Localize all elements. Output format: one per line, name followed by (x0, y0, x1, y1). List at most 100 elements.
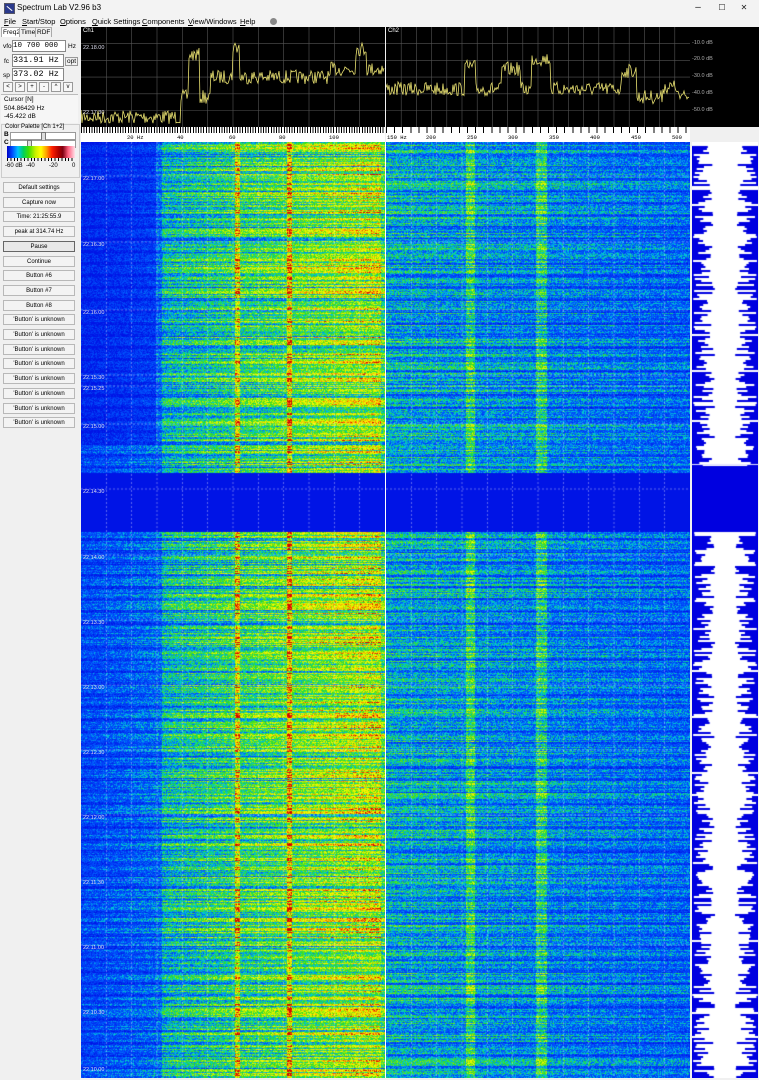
spectrum-trace (386, 54, 690, 105)
ch1-waterfall[interactable]: 22.18.00 22.17.30 22.17.00 22.16.30 22.16.00… (81, 45, 385, 1078)
unknown-button[interactable]: 'Button' is unknown (3, 373, 75, 385)
close-button[interactable]: ✕ (740, 3, 748, 12)
record-indicator-icon (270, 18, 277, 25)
timestamp-label: 22.16.30 (83, 242, 105, 248)
db-label-40: -40.0 dB (692, 90, 713, 96)
cursor-level: -45.422 dB (4, 113, 36, 120)
ch2-spectrum-display[interactable]: Ch2 -10.0 dB -20.0 dB -30.0 dB -40.0 dB … (386, 27, 759, 127)
menu-file[interactable]: File (4, 17, 17, 26)
unknown-button[interactable]: 'Button' is unknown (3, 387, 75, 399)
nav-left-button[interactable]: < (3, 82, 13, 92)
time-domain-scope[interactable] (692, 142, 758, 1078)
unknown-button[interactable]: 'Button' is unknown (3, 314, 75, 326)
menu-help[interactable]: Help (240, 17, 256, 26)
unknown-button[interactable]: 'Button' is unknown (3, 329, 75, 340)
menu-quick-settings[interactable]: Quick Settings (92, 17, 141, 26)
timestamp-label: 22.16.00 (83, 310, 105, 316)
button-7[interactable]: Button #7 (3, 284, 75, 296)
timestamp-label: 22.15.25 (83, 386, 105, 392)
spectrum-trace (81, 41, 385, 125)
color-scale-bar (7, 146, 75, 158)
ch2-tick-500: 500 (672, 134, 682, 141)
opt-button[interactable]: opt (65, 57, 79, 66)
tab-rdf[interactable]: RDF (35, 27, 53, 37)
brightness-slider[interactable] (10, 132, 76, 141)
nav-right-button[interactable]: > (15, 82, 25, 92)
maximize-button[interactable]: ☐ (718, 3, 726, 12)
button-6[interactable]: Button #6 (3, 270, 75, 282)
channel-divider (385, 142, 386, 1078)
scale-label-40: -40 (26, 163, 35, 169)
continue-button[interactable]: Continue (3, 255, 75, 267)
ch2-tick-150: 150 Hz (387, 134, 407, 141)
cursor-frequency: 504.86429 Hz (4, 105, 45, 112)
ch1-spectrum-plot (81, 27, 385, 127)
timestamp-label: 22.14.30 (83, 489, 105, 495)
cursor-title: Cursor [N] (4, 96, 34, 103)
db-label-20: -20.0 dB (692, 56, 713, 62)
window-title: Spectrum Lab V2.96 b3 (17, 3, 102, 12)
fc-label: fc (4, 58, 10, 65)
ch1-spectrum-display[interactable]: Ch1 (81, 27, 385, 127)
unknown-button[interactable]: 'Button' is unknown (3, 402, 75, 414)
ch2-frequency-axis[interactable]: 150 Hz 200 250 300 350 400 450 500 (386, 127, 690, 142)
contrast-label: C (4, 139, 9, 146)
sp-label: sp (3, 72, 10, 79)
menu-view-windows[interactable]: View/Windows (188, 17, 237, 26)
app-icon (4, 3, 15, 14)
timestamp-label: 22.15.00 (83, 424, 105, 430)
timestamp-label: 22.10.30 (83, 1010, 105, 1016)
timestamp-label: 22.13.30 (83, 620, 105, 626)
brightness-label: B (4, 131, 9, 138)
ch2-tick-200: 200 (426, 134, 436, 141)
unknown-button[interactable]: 'Button' is unknown (3, 417, 75, 429)
minimize-button[interactable]: – (695, 2, 701, 13)
menu-bar: File Start/Stop Options Quick Settings C… (0, 16, 759, 27)
vfo-label: vfo (3, 43, 12, 50)
timestamp-label: 22.17.00 (83, 176, 105, 182)
db-label-10: -10.0 dB (692, 40, 713, 46)
tab-strip: Freq2 Time RDF (0, 27, 80, 37)
ch2-tick-450: 450 (631, 134, 641, 141)
scale-label-20: -20 (49, 163, 58, 169)
scale-label-min: -60 dB (5, 163, 23, 169)
ch2-tick-350: 350 (549, 134, 559, 141)
down-button[interactable]: v (63, 82, 73, 92)
db-label-50: -50.0 dB (692, 107, 713, 113)
time-display: Time: 21:25:55.9 (3, 211, 75, 223)
ch1-tick-80: 80 (279, 134, 286, 141)
zoom-in-button[interactable]: + (27, 82, 37, 92)
control-panel: Freq2 Time RDF vfo 10 700 000 Hz fc 331.… (0, 27, 80, 1080)
default-settings-button[interactable]: Default settings (3, 182, 75, 193)
ch1-label: Ch1 (83, 28, 95, 34)
sp-input[interactable]: 373.02 Hz (12, 68, 64, 81)
ch1-tick-20: 20 Hz (127, 134, 144, 141)
timestamp-label: 22.10.00 (83, 1067, 105, 1073)
timestamp-label: 22.18.00 (83, 45, 105, 51)
cursor-info: Cursor [N] 504.86429 Hz -45.422 dB (1, 94, 78, 123)
ch2-spectrum-plot (386, 27, 690, 127)
color-palette-panel: Color Palette [Ch 1+2] B C -60 dB -40 -2… (1, 124, 80, 178)
menu-components[interactable]: Components (142, 17, 185, 26)
ch1-tick-100: 100 (329, 134, 339, 141)
pause-button[interactable]: Pause (3, 240, 75, 252)
title-bar: Spectrum Lab V2.96 b3 – ☐ ✕ (0, 0, 759, 16)
timestamp-label: 22.15.30 (83, 375, 105, 381)
timestamp-label: 22.12.30 (83, 750, 105, 756)
palette-title: Color Palette [Ch 1+2] (5, 124, 65, 130)
ch2-waterfall[interactable] (386, 142, 690, 1078)
vfo-input[interactable]: 10 700 000 (12, 40, 66, 52)
unknown-button[interactable]: 'Button' is unknown (3, 358, 75, 370)
ch1-frequency-axis[interactable]: 20 Hz 40 60 80 100 (81, 127, 385, 142)
fc-input[interactable]: 331.91 Hz (12, 54, 64, 67)
menu-options[interactable]: Options (60, 17, 86, 26)
menu-start-stop[interactable]: Start/Stop (22, 17, 56, 26)
button-8[interactable]: Button #8 (3, 299, 75, 311)
ch1-tick-40: 40 (177, 134, 184, 141)
vfo-unit: Hz (68, 43, 76, 50)
timestamp-label: 22.14.00 (83, 555, 105, 561)
zoom-out-button[interactable]: - (39, 82, 49, 92)
capture-now-button[interactable]: Capture now (3, 196, 75, 208)
up-button[interactable]: ^ (51, 82, 61, 92)
unknown-button[interactable]: 'Button' is unknown (3, 343, 75, 355)
